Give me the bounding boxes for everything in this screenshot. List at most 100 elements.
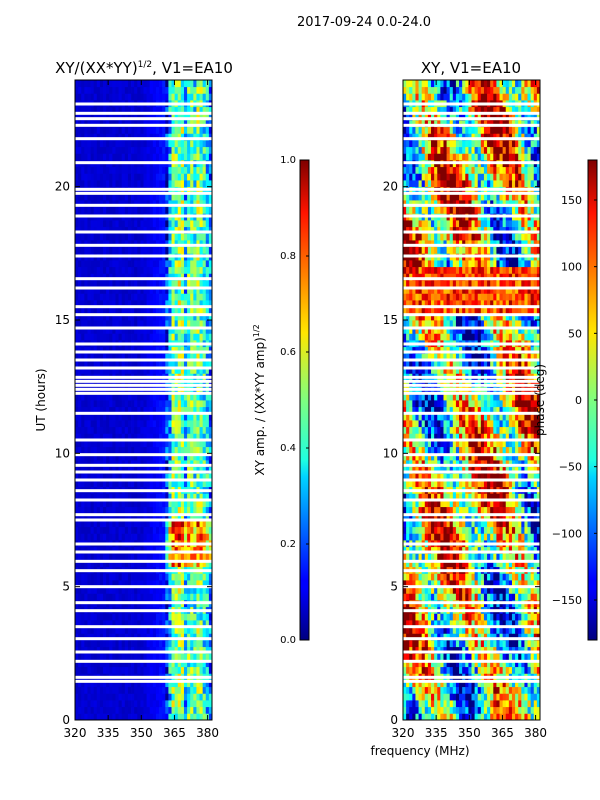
- heatmap-cell: [81, 560, 85, 568]
- heatmap-cell: [134, 333, 138, 341]
- heatmap-cell: [131, 313, 135, 321]
- heatmap-cell: [171, 320, 176, 328]
- heatmap-cell: [415, 713, 419, 720]
- heatmap-cell: [87, 140, 91, 148]
- heatmap-cell: [190, 220, 194, 228]
- heatmap-cell: [84, 346, 88, 354]
- heatmap-cell: [505, 680, 510, 688]
- heatmap-cell: [440, 660, 444, 668]
- heatmap-cell: [196, 626, 200, 634]
- heatmap-cell: [112, 620, 116, 628]
- heatmap-cell: [131, 220, 135, 228]
- heatmap-cell: [421, 706, 426, 714]
- heatmap-cell: [162, 293, 166, 301]
- heatmap-cell: [112, 333, 116, 341]
- heatmap-cell: [118, 693, 123, 701]
- heatmap-cell: [118, 560, 123, 568]
- heatmap-cell: [149, 133, 154, 141]
- heatmap-cell: [146, 453, 151, 461]
- heatmap-cell: [131, 393, 135, 401]
- heatmap-cell: [174, 346, 179, 354]
- heatmap-cell: [199, 480, 204, 488]
- heatmap-cell: [143, 593, 148, 601]
- heatmap-cell: [180, 240, 185, 248]
- heatmap-cell: [152, 220, 157, 228]
- heatmap-cell: [162, 480, 166, 488]
- heatmap-cell: [143, 180, 148, 188]
- heatmap-cell: [199, 500, 204, 508]
- heatmap-cell: [152, 126, 157, 134]
- heatmap-cell: [187, 206, 191, 214]
- heatmap-cell: [115, 500, 119, 508]
- heatmap-cell: [208, 646, 212, 654]
- heatmap-cell: [202, 273, 207, 281]
- heatmap-cell: [508, 680, 513, 688]
- heatmap-cell: [187, 106, 191, 114]
- heatmap-cell: [96, 653, 101, 661]
- heatmap-cell: [193, 393, 197, 401]
- heatmap-cell: [146, 493, 151, 501]
- heatmap-cell: [146, 273, 151, 281]
- flagged-row: [75, 366, 212, 370]
- heatmap-cell: [462, 693, 466, 701]
- heatmap-cell: [412, 693, 416, 701]
- heatmap-cell: [446, 620, 451, 628]
- heatmap-cell: [499, 686, 504, 694]
- heatmap-cell: [106, 660, 110, 668]
- heatmap-cell: [134, 433, 138, 441]
- heatmap-cell: [78, 120, 82, 128]
- heatmap-cell: [90, 353, 95, 361]
- heatmap-cell: [196, 560, 200, 568]
- heatmap-cell: [474, 646, 479, 654]
- heatmap-cell: [208, 80, 212, 88]
- heatmap-cell: [103, 226, 107, 234]
- heatmap-cell: [152, 573, 157, 581]
- flagged-row: [75, 254, 212, 258]
- heatmap-cell: [149, 633, 154, 641]
- flagged-row: [75, 569, 212, 573]
- heatmap-cell: [87, 380, 91, 388]
- heatmap-cell: [190, 326, 194, 334]
- heatmap-cell: [424, 680, 429, 688]
- heatmap-cell: [440, 633, 444, 641]
- heatmap-cell: [427, 640, 432, 648]
- heatmap-cell: [205, 393, 210, 401]
- heatmap-cell: [483, 640, 488, 648]
- heatmap-cell: [168, 173, 172, 181]
- heatmap-cell: [109, 553, 113, 561]
- heatmap-cell: [134, 106, 138, 114]
- heatmap-cell: [162, 533, 166, 541]
- heatmap-cell: [190, 300, 194, 308]
- heatmap-cell: [427, 700, 432, 708]
- heatmap-cell: [134, 140, 138, 148]
- heatmap-cell: [159, 586, 163, 594]
- heatmap-cell: [515, 620, 519, 628]
- heatmap-cell: [96, 220, 101, 228]
- heatmap-cell: [168, 440, 172, 448]
- heatmap-cell: [146, 666, 151, 674]
- heatmap-cell: [508, 693, 513, 701]
- heatmap-cell: [443, 693, 447, 701]
- heatmap-cell: [471, 686, 476, 694]
- heatmap-cell: [193, 360, 197, 368]
- heatmap-cell: [81, 613, 85, 621]
- heatmap-cell: [103, 506, 107, 514]
- heatmap-cell: [187, 126, 191, 134]
- heatmap-cell: [440, 706, 444, 714]
- heatmap-cell: [168, 640, 172, 648]
- heatmap-cell: [406, 626, 410, 634]
- heatmap-cell: [168, 320, 172, 328]
- heatmap-cell: [118, 366, 123, 374]
- heatmap-cell: [202, 293, 207, 301]
- heatmap-cell: [121, 420, 126, 428]
- heatmap-cell: [174, 293, 179, 301]
- heatmap-cell: [171, 120, 176, 128]
- heatmap-cell: [196, 586, 200, 594]
- heatmap-cell: [134, 506, 138, 514]
- heatmap-cell: [121, 153, 126, 161]
- heatmap-cell: [96, 233, 101, 241]
- heatmap-cell: [96, 440, 101, 448]
- heatmap-cell: [90, 180, 95, 188]
- heatmap-cell: [87, 453, 91, 461]
- heatmap-cell: [118, 700, 123, 708]
